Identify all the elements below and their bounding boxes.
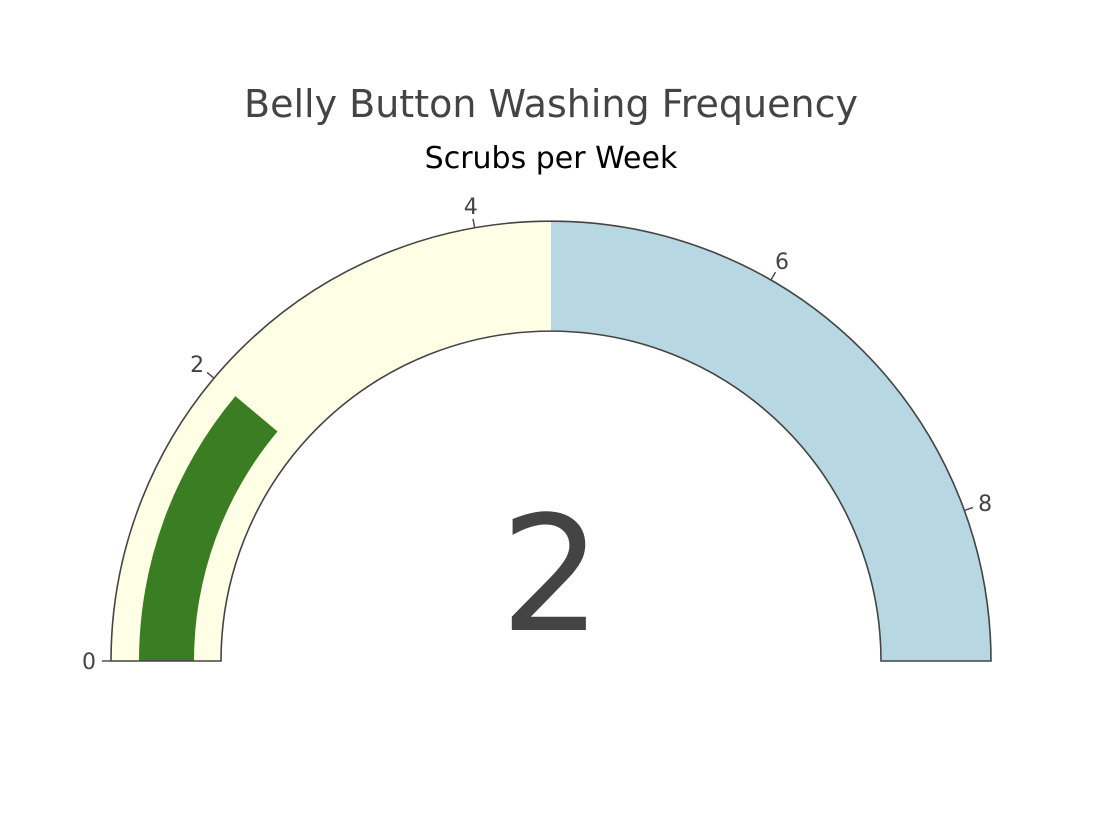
tick-label-6: 6 xyxy=(775,250,789,275)
tick-mark-4 xyxy=(472,218,476,228)
tick-label-0: 0 xyxy=(82,650,96,675)
tick-mark-6 xyxy=(770,271,777,281)
tick-mark-8 xyxy=(964,506,974,512)
chart-subtitle: Scrubs per Week xyxy=(425,141,678,176)
tick-label-4: 4 xyxy=(464,195,478,220)
chart-title: Belly Button Washing Frequency xyxy=(244,82,858,126)
gauge-value: 2 xyxy=(500,481,602,668)
gauge-outline xyxy=(110,220,992,662)
gauge-frame xyxy=(110,220,992,662)
tick-label-2: 2 xyxy=(190,353,204,378)
tick-label-8: 8 xyxy=(978,492,992,517)
gauge-step-0 xyxy=(111,221,551,661)
tick-mark-2 xyxy=(206,371,215,379)
gauge-value-bar xyxy=(139,396,278,661)
gauge-steps xyxy=(111,221,991,661)
gauge-step-1 xyxy=(551,221,991,661)
gauge-bar-layer xyxy=(139,396,278,661)
gauge-ticks: 0 2 4 6 8 xyxy=(82,195,992,675)
